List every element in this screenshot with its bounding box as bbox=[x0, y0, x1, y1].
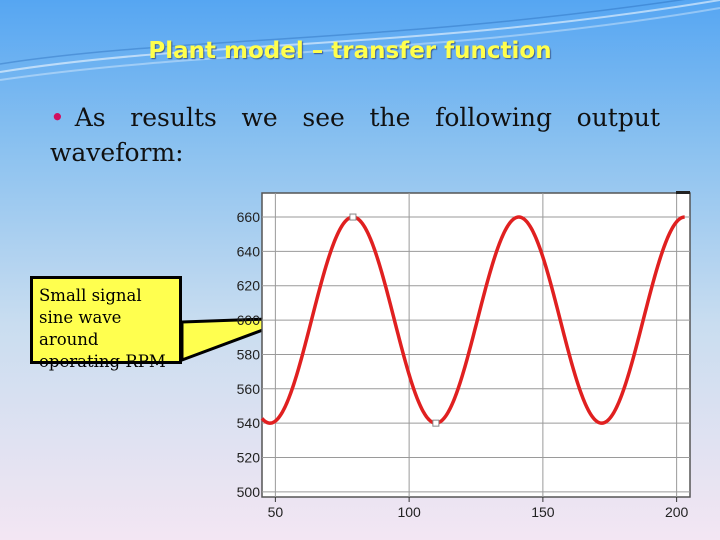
x-tick-label: 50 bbox=[268, 504, 284, 520]
data-marker bbox=[349, 213, 357, 221]
y-tick-label: 600 bbox=[237, 312, 261, 328]
y-tick-label: 640 bbox=[237, 243, 261, 259]
curve-markers bbox=[349, 213, 440, 427]
callout-box: Small signal sine wave around operating … bbox=[30, 276, 182, 371]
y-tick-label: 620 bbox=[237, 278, 261, 294]
y-tick-label: 560 bbox=[237, 381, 261, 397]
bullet-point: • As results we see the following output … bbox=[50, 100, 660, 170]
y-tick-label: 500 bbox=[237, 484, 261, 500]
y-tick-label: 580 bbox=[237, 346, 261, 362]
x-axis-ticks: 50 100 150 200 bbox=[268, 497, 689, 520]
bullet-text: As results we see the following output w… bbox=[50, 103, 660, 167]
bullet-marker: • bbox=[50, 103, 65, 132]
y-tick-label: 540 bbox=[237, 415, 261, 431]
grid-lines bbox=[262, 193, 690, 497]
y-tick-label: 520 bbox=[237, 449, 261, 465]
sine-wave-series bbox=[260, 215, 686, 425]
slide-title: Plant model – transfer function bbox=[148, 38, 552, 64]
x-tick-label: 100 bbox=[397, 504, 421, 520]
y-axis-ticks: 500 520 540 560 580 600 620 640 660 bbox=[237, 209, 261, 500]
decorative-swoosh bbox=[0, 0, 720, 81]
y-tick-label: 660 bbox=[237, 209, 261, 225]
plot-area bbox=[261, 192, 691, 498]
data-marker bbox=[432, 419, 440, 427]
x-tick-label: 200 bbox=[665, 504, 689, 520]
x-tick-label: 150 bbox=[531, 504, 555, 520]
plot-corner-mark bbox=[676, 191, 690, 194]
